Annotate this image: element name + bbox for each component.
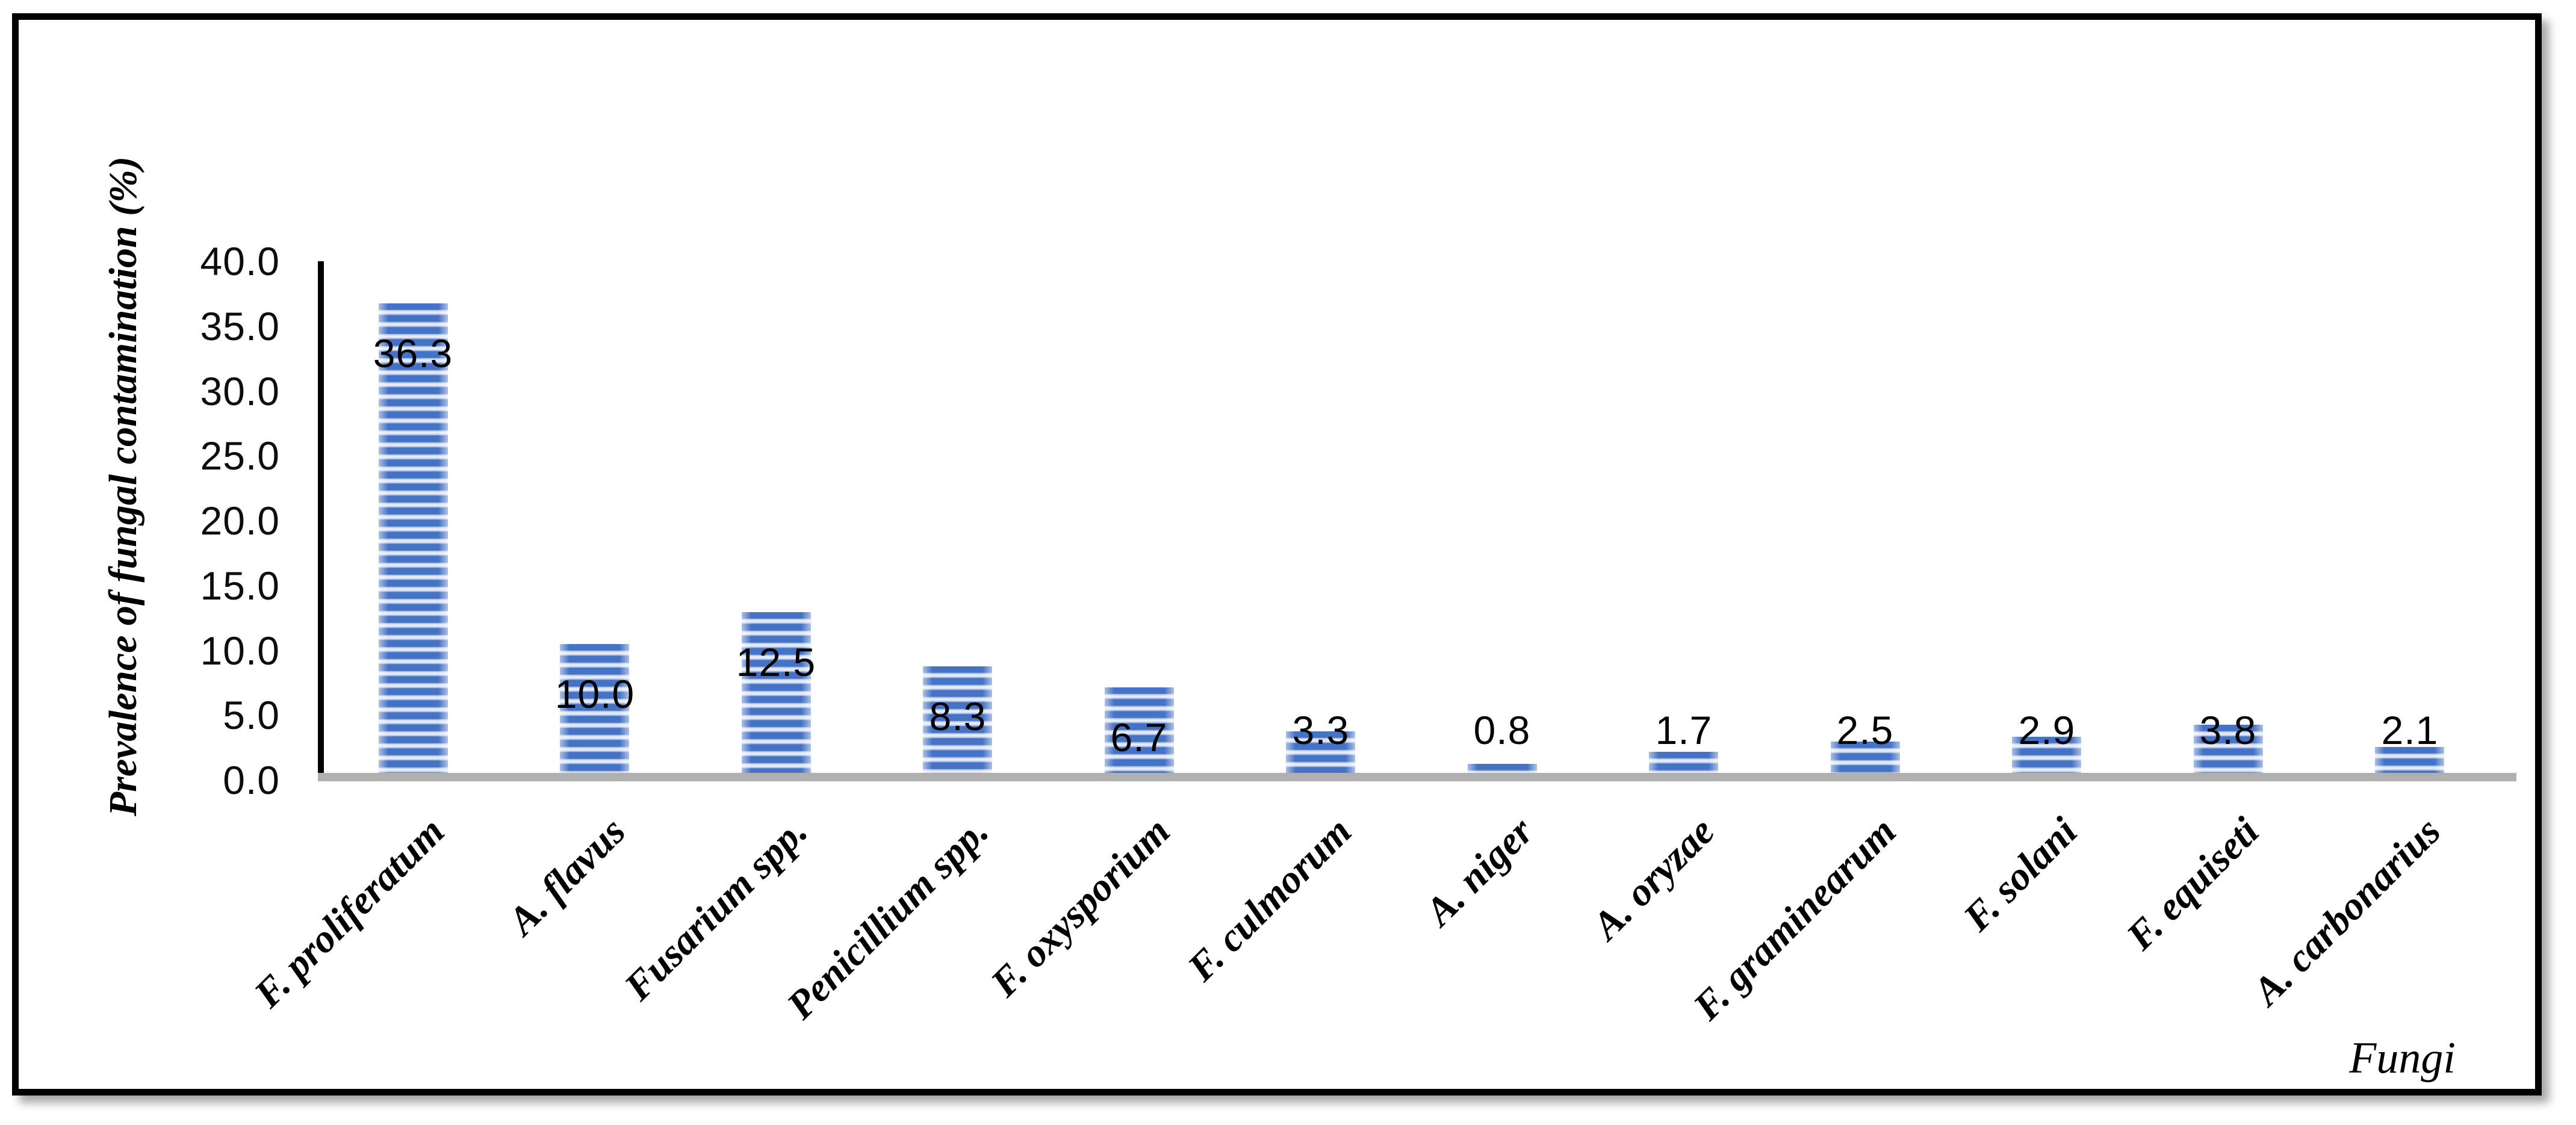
y-axis-line (318, 261, 324, 773)
y-axis-title: Prevalence of fungal contamination (%) (101, 156, 145, 817)
y-tick-label: 35.0 (200, 304, 280, 349)
y-tick-label: 20.0 (200, 498, 280, 543)
bar (2375, 747, 2444, 774)
y-tick-label: 40.0 (200, 239, 280, 284)
bar (379, 303, 448, 774)
y-tick-label: 15.0 (200, 563, 280, 608)
x-axis-baseline (318, 773, 2516, 781)
bar (1468, 764, 1537, 774)
bar-value-label: 6.7 (1110, 715, 1168, 760)
y-tick-label: 25.0 (200, 433, 280, 478)
bar-value-label: 1.7 (1655, 708, 1713, 752)
bar (923, 666, 992, 774)
bar (560, 644, 629, 774)
bar-value-label: 10.0 (554, 672, 635, 716)
bar-value-label: 3.3 (1292, 708, 1350, 752)
bar-value-label: 3.8 (2199, 708, 2257, 752)
bar-value-label: 36.3 (373, 331, 453, 376)
y-tick-label: 10.0 (200, 628, 280, 673)
y-tick-label: 0.0 (223, 758, 280, 802)
bar (2012, 737, 2081, 774)
bar (1831, 742, 1900, 774)
bar (1286, 731, 1355, 774)
bar-value-label: 2.1 (2381, 708, 2439, 752)
y-tick-label: 5.0 (223, 693, 280, 737)
bar-value-label: 2.5 (1836, 708, 1894, 752)
bar (2194, 725, 2263, 774)
y-tick-label: 30.0 (200, 369, 280, 414)
bar-value-label: 8.3 (929, 694, 987, 739)
bar-value-label: 0.8 (1473, 708, 1531, 752)
bar-value-label: 2.9 (2018, 708, 2076, 752)
bar (1649, 752, 1718, 774)
x-axis-title: Fungi (2349, 1034, 2456, 1083)
bar (1105, 687, 1174, 774)
bar (742, 612, 811, 774)
bar-value-label: 12.5 (736, 640, 816, 684)
